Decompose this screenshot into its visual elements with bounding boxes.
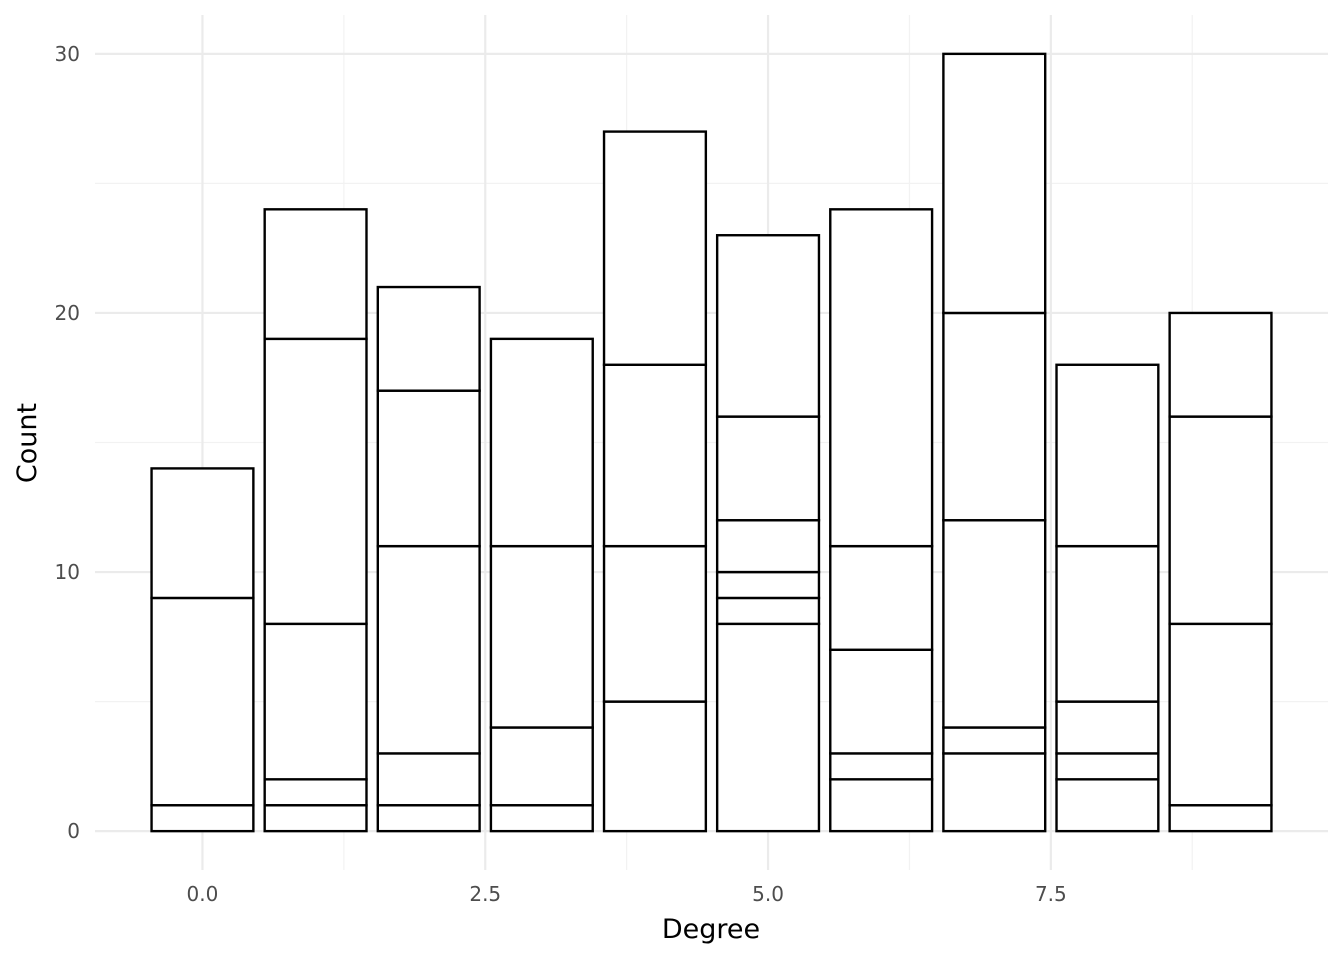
bar-segment [376, 285, 481, 392]
bar-segment [376, 389, 481, 548]
bar-segment [1055, 700, 1160, 755]
bar-stack [489, 337, 594, 833]
bar-segment [1168, 622, 1273, 807]
bar-segment [602, 130, 708, 366]
bar-segment [376, 804, 481, 833]
bar-segment [489, 804, 594, 833]
bar-stack [715, 234, 821, 833]
bar-segment [942, 726, 1047, 755]
y-tick-label: 0 [67, 819, 80, 843]
bar-segment [715, 570, 821, 600]
bar-segment [263, 337, 368, 626]
bar-stack [376, 285, 481, 833]
bar-segment [942, 52, 1047, 315]
x-tick-label: 7.5 [1035, 882, 1067, 906]
bar-stack [602, 130, 708, 833]
bar-segment [1168, 415, 1273, 626]
bar-segment [263, 208, 368, 341]
y-axis-tick-labels: 0 10 20 30 [55, 42, 80, 843]
bar-segment [715, 622, 821, 833]
bar-segment [1168, 804, 1273, 833]
bar-stacks [150, 52, 1273, 833]
bar-segment [942, 752, 1047, 833]
bar-segment [263, 622, 368, 781]
bar-segment [829, 208, 934, 548]
bar-segment [376, 544, 481, 755]
bar-segment [602, 544, 708, 703]
bar-segment [715, 596, 821, 626]
bar-segment [263, 778, 368, 807]
bar-segment [942, 519, 1047, 729]
bar-segment [829, 778, 934, 833]
x-tick-label: 5.0 [752, 882, 784, 906]
bar-segment [1168, 311, 1273, 418]
bar-segment [1055, 544, 1160, 703]
bar-segment [942, 311, 1047, 522]
bar-segment [715, 519, 821, 574]
x-tick-label: 2.5 [469, 882, 501, 906]
bar-segment [1055, 752, 1160, 781]
bar-stack [1055, 363, 1160, 833]
bar-stack [942, 52, 1047, 833]
y-tick-label: 20 [55, 301, 80, 325]
bar-stack [150, 467, 255, 833]
bar-stack [829, 208, 934, 833]
bar-segment [602, 700, 708, 833]
bar-segment [150, 804, 255, 833]
bar-segment [829, 648, 934, 755]
bar-segment [489, 726, 594, 807]
bar-segment [829, 752, 934, 781]
x-axis-title: Degree [662, 914, 760, 945]
bar-segment [602, 363, 708, 548]
bar-segment [715, 415, 821, 522]
y-tick-label: 30 [55, 42, 80, 66]
bar-segment [489, 337, 594, 548]
bar-segment [1055, 363, 1160, 548]
bar-segment [263, 804, 368, 833]
bar-stack [263, 208, 368, 833]
bar-segment [1055, 778, 1160, 833]
x-tick-label: 0.0 [187, 882, 219, 906]
bar-segment [376, 752, 481, 807]
bar-segment [150, 596, 255, 807]
bar-segment [150, 467, 255, 600]
y-axis-title: Count [12, 403, 43, 483]
bar-segment [489, 544, 594, 729]
y-tick-label: 10 [55, 560, 80, 584]
bar-segment [715, 234, 821, 418]
bar-segment [829, 544, 934, 651]
x-axis-tick-labels: 0.0 2.5 5.0 7.5 [187, 882, 1067, 906]
bar-stack [1168, 311, 1273, 833]
